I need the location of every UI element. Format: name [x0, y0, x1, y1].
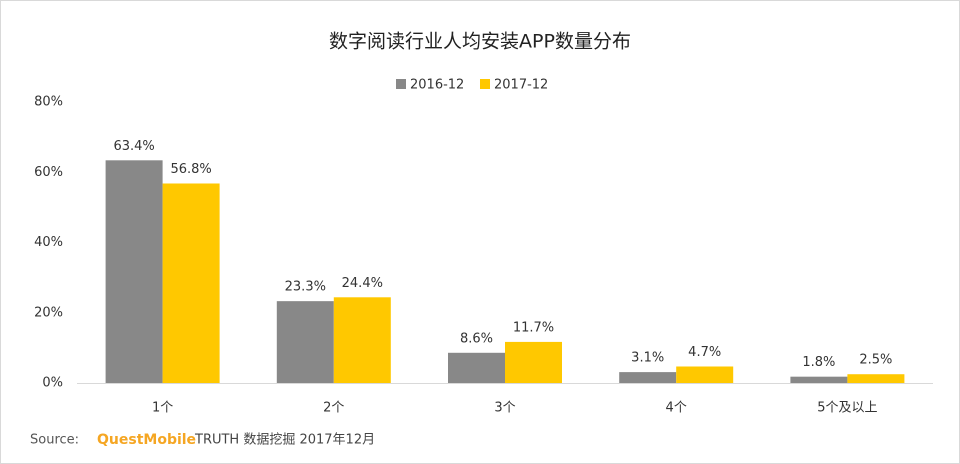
bar	[105, 160, 163, 383]
bar	[276, 301, 334, 383]
x-tick-label: 4个	[666, 401, 687, 416]
source-brand: QuestMobile	[97, 432, 196, 448]
y-tick-label: 20%	[34, 305, 63, 320]
value-label: 11.7%	[513, 320, 554, 335]
legend-swatch	[480, 79, 490, 89]
bar	[676, 366, 734, 383]
value-label: 63.4%	[113, 139, 154, 154]
value-label: 8.6%	[460, 331, 493, 346]
source-text: TRUTH 数据挖掘 2017年12月	[194, 433, 375, 448]
value-label: 2.5%	[859, 353, 892, 368]
bar	[790, 376, 848, 383]
value-label: 56.8%	[170, 162, 211, 177]
legend-label: 2017-12	[494, 78, 548, 93]
source-label: Source:	[30, 433, 79, 448]
bar	[847, 374, 905, 383]
value-label: 1.8%	[802, 355, 835, 370]
bar	[162, 183, 220, 383]
chart-title: 数字阅读行业人均安装APP数量分布	[329, 31, 631, 53]
value-label: 3.1%	[631, 351, 664, 366]
value-label: 23.3%	[285, 280, 326, 295]
bar	[448, 352, 505, 383]
x-tick-label: 1个	[152, 401, 173, 416]
y-tick-label: 0%	[42, 376, 63, 391]
x-tick-label: 3个	[494, 401, 515, 416]
x-tick-label: 5个及以上	[817, 401, 877, 416]
bar	[619, 372, 677, 383]
legend-label: 2016-12	[410, 78, 464, 93]
bar	[333, 297, 391, 383]
x-tick-label: 2个	[323, 401, 344, 416]
y-tick-label: 60%	[34, 165, 63, 180]
value-label: 24.4%	[342, 276, 383, 291]
value-label: 4.7%	[688, 345, 721, 360]
legend-swatch	[396, 79, 406, 89]
y-tick-label: 40%	[34, 235, 63, 250]
y-tick-label: 80%	[34, 95, 63, 110]
bar	[505, 341, 562, 383]
